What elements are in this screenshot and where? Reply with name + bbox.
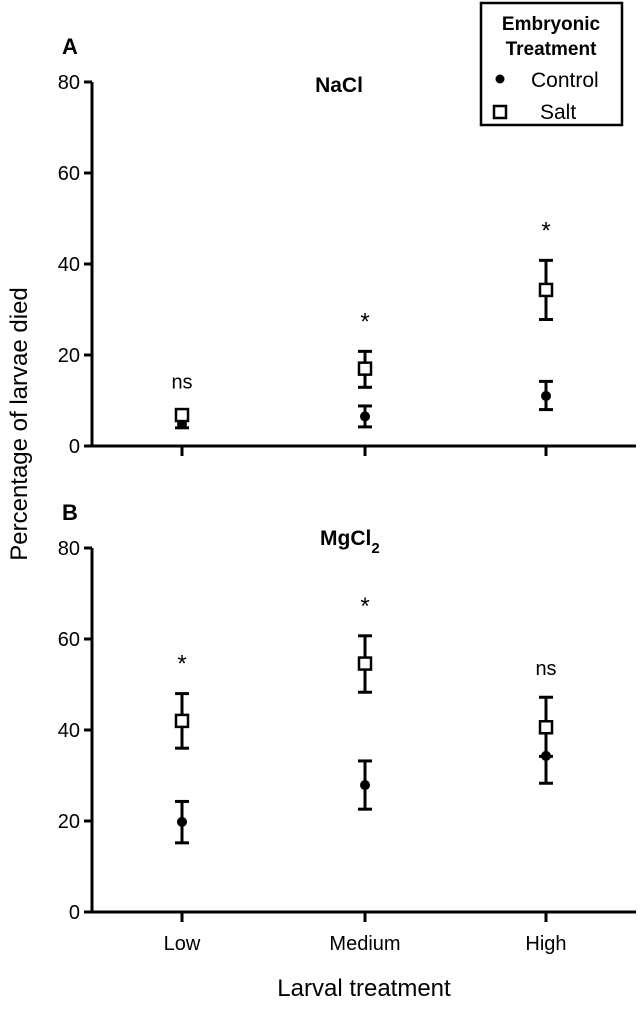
panel-a-y-tick-label: 60: [58, 163, 80, 185]
panel-a-y-tick-label: 0: [69, 436, 80, 458]
panel-b-y-tick-label: 80: [58, 538, 80, 560]
panel-b-y-tick-label: 40: [58, 720, 80, 742]
panel-b-control-point: [177, 816, 187, 827]
panel-a: A NaCl 0 20 40 60 80 ns * *: [58, 34, 636, 458]
legend-control-label: Control: [531, 69, 599, 92]
panel-b-significance-label: ns: [535, 658, 556, 680]
panel-b-title-main: MgCl: [320, 527, 371, 550]
panel-a-salt-point: [357, 361, 373, 376]
panel-a-control-point: [360, 411, 370, 422]
panel-b-x-tick-label: High: [525, 933, 566, 955]
panel-a-control-point: [541, 390, 551, 401]
panel-b-y-tick-label: 20: [58, 811, 80, 833]
panel-a-label: A: [62, 34, 78, 59]
legend-control-marker: [495, 74, 505, 84]
panel-a-salt-point: [174, 407, 190, 423]
legend-frame: [479, 1, 624, 127]
panel-b-significance-label: *: [177, 651, 186, 678]
x-axis-label: Larval treatment: [277, 975, 451, 1002]
panel-b-title-subscript: 2: [371, 540, 379, 557]
panel-b-x-tick-label: Low: [164, 933, 201, 955]
panel-b-y-tick-label: 0: [69, 902, 80, 924]
legend-title-line1: Embryonic: [502, 14, 601, 35]
panel-b-control-point: [360, 780, 370, 791]
panel-a-significance-label: ns: [171, 372, 192, 394]
legend-salt-marker: [492, 104, 508, 120]
panel-a-y-tick-label: 40: [58, 254, 80, 276]
panel-b: B MgCl2 0 20 40 60 80 Low Medium High * * ns: [58, 500, 636, 955]
panel-b-title: MgCl2: [320, 527, 380, 557]
panel-b-salt-point: [538, 720, 554, 735]
panel-a-significance-label: *: [541, 217, 550, 244]
panel-a-y-tick-label: 80: [58, 72, 80, 94]
panel-b-x-tick-label: Medium: [329, 933, 400, 955]
panel-a-salt-point: [538, 282, 554, 298]
legend-salt-label: Salt: [540, 101, 576, 124]
panel-b-significance-label: *: [360, 593, 369, 620]
panel-b-label: B: [62, 500, 78, 525]
panel-b-salt-point: [174, 713, 190, 729]
y-axis-label: Percentage of larvae died: [6, 287, 33, 561]
panel-b-y-tick-label: 60: [58, 629, 80, 651]
legend-title-line2: Treatment: [506, 39, 597, 60]
panel-a-y-tick-label: 20: [58, 345, 80, 367]
panel-a-title: NaCl: [315, 74, 363, 97]
legend: Embryonic Treatment Control Salt: [479, 1, 624, 127]
panel-b-salt-point: [357, 656, 373, 671]
panel-a-significance-label: *: [360, 308, 369, 335]
